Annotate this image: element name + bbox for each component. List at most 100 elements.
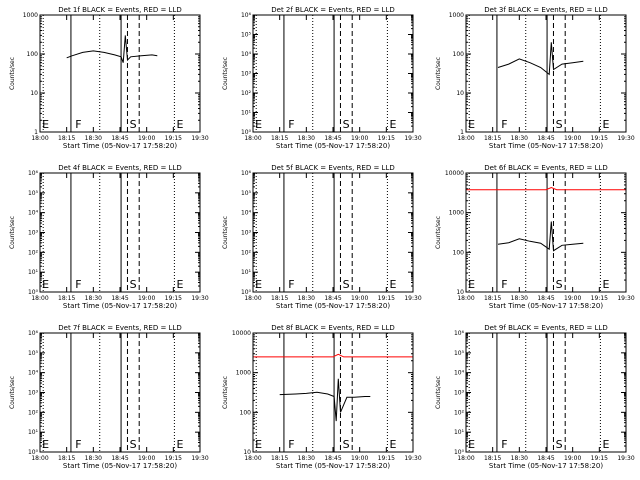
- y-tick-label: 100: [453, 249, 465, 256]
- x-tick-label: 19:00: [351, 295, 368, 302]
- panel-title: Det 4f BLACK = Events, RED = LLD: [58, 164, 181, 172]
- x-axis-label: Start Time (05-Nov-17 17:58:20): [63, 462, 177, 470]
- x-tick-label: 18:30: [85, 135, 102, 142]
- x-tick-label: 18:45: [111, 135, 128, 142]
- phase-mark: E: [390, 278, 397, 291]
- phase-mark: S: [343, 438, 350, 451]
- panel-title: Det 1f BLACK = Events, RED = LLD: [58, 6, 181, 14]
- x-tick-label: 18:00: [31, 455, 48, 462]
- phase-mark: S: [556, 118, 563, 131]
- y-axis-label: Counts/sec: [435, 57, 442, 90]
- x-tick-label: 19:15: [591, 455, 608, 462]
- phase-mark: S: [130, 118, 137, 131]
- y-tick-label: 10⁶: [241, 170, 252, 177]
- phase-mark: E: [42, 278, 49, 291]
- y-tick-label: 10²: [28, 249, 39, 256]
- y-tick-label: 10⁶: [28, 330, 39, 337]
- y-tick-label: 10⁴: [454, 370, 465, 377]
- y-tick-label: 10³: [241, 71, 252, 78]
- y-tick-label: 10⁵: [28, 350, 39, 357]
- y-tick-label: 10¹: [28, 269, 39, 276]
- y-tick-label: 10⁰: [241, 289, 252, 296]
- x-tick-label: 18:30: [298, 295, 315, 302]
- phase-mark: E: [255, 438, 262, 451]
- x-tick-label: 18:30: [85, 295, 102, 302]
- x-axis-label: Start Time (05-Nov-17 17:58:20): [63, 142, 177, 150]
- phase-mark: F: [288, 438, 294, 451]
- plot-frame: [252, 172, 414, 293]
- x-tick-label: 18:30: [298, 135, 315, 142]
- x-tick-label: 18:45: [537, 135, 554, 142]
- plot-frame: [252, 14, 414, 133]
- phase-mark: S: [556, 278, 563, 291]
- phase-mark: F: [75, 118, 81, 131]
- y-tick-label: 10²: [28, 409, 39, 416]
- x-tick-label: 18:00: [457, 135, 474, 142]
- phase-mark: S: [556, 438, 563, 451]
- y-axis-label: Counts/sec: [9, 216, 16, 249]
- y-tick-label: 10⁰: [28, 289, 39, 296]
- y-tick-label: 10⁶: [28, 170, 39, 177]
- x-tick-label: 18:15: [484, 135, 501, 142]
- x-tick-label: 18:45: [324, 455, 341, 462]
- phase-mark: E: [42, 118, 49, 131]
- plot-frame: [39, 172, 201, 293]
- panel-6: Det 6f BLACK = Events, RED = LLD E F S E 10 10…: [435, 164, 635, 310]
- x-tick-label: 19:30: [191, 455, 208, 462]
- x-tick-label: 19:15: [165, 455, 182, 462]
- y-tick-label: 10¹: [241, 269, 252, 276]
- y-tick-label: 10⁴: [241, 210, 252, 217]
- x-tick-label: 18:00: [31, 135, 48, 142]
- x-tick-label: 18:30: [511, 455, 528, 462]
- plot-frame: [465, 14, 627, 133]
- phase-mark: S: [343, 278, 350, 291]
- plot-frame: [465, 172, 627, 293]
- y-tick-label: 100: [453, 51, 465, 58]
- panel-title: Det 7f BLACK = Events, RED = LLD: [58, 324, 181, 332]
- x-axis-label: Start Time (05-Nov-17 17:58:20): [489, 302, 603, 310]
- x-axis-label: Start Time (05-Nov-17 17:58:20): [276, 462, 390, 470]
- y-tick-label: 1000: [23, 12, 38, 19]
- phase-mark: E: [177, 118, 184, 131]
- series-line: [466, 186, 626, 191]
- phase-mark: F: [501, 278, 507, 291]
- x-tick-label: 19:30: [617, 295, 634, 302]
- phase-mark: E: [177, 278, 184, 291]
- x-tick-label: 18:00: [31, 295, 48, 302]
- phase-mark: E: [255, 118, 262, 131]
- y-tick-label: 10³: [454, 390, 465, 397]
- series-line: [497, 42, 584, 76]
- phase-mark: E: [603, 118, 610, 131]
- plot-frame: [465, 332, 627, 453]
- y-tick-label: 1000: [449, 12, 464, 19]
- y-tick-label: 10⁴: [28, 210, 39, 217]
- y-axis-label: Counts/sec: [222, 376, 229, 409]
- x-tick-label: 19:00: [564, 135, 581, 142]
- y-axis-label: Counts/sec: [435, 376, 442, 409]
- x-tick-label: 19:15: [591, 135, 608, 142]
- x-tick-label: 18:45: [324, 295, 341, 302]
- y-tick-label: 10⁶: [454, 330, 465, 337]
- y-tick-label: 10⁰: [28, 449, 39, 456]
- x-tick-label: 19:30: [617, 455, 634, 462]
- x-axis-label: Start Time (05-Nov-17 17:58:20): [489, 142, 603, 150]
- panel-8: Det 8f BLACK = Events, RED = LLD E F S E 10 10…: [222, 324, 422, 470]
- series-line: [66, 35, 158, 63]
- x-tick-label: 19:15: [165, 295, 182, 302]
- series-line: [497, 221, 584, 252]
- y-tick-label: 10²: [241, 90, 252, 97]
- x-tick-label: 19:30: [404, 135, 421, 142]
- panel-title: Det 5f BLACK = Events, RED = LLD: [271, 164, 394, 172]
- y-tick-label: 10³: [28, 390, 39, 397]
- y-tick-label: 10⁵: [241, 32, 252, 39]
- x-tick-label: 18:00: [457, 295, 474, 302]
- y-tick-label: 10¹: [28, 429, 39, 436]
- x-axis-label: Start Time (05-Nov-17 17:58:20): [276, 142, 390, 150]
- y-tick-label: 10000: [232, 330, 251, 337]
- x-tick-label: 18:15: [271, 135, 288, 142]
- panel-title: Det 8f BLACK = Events, RED = LLD: [271, 324, 394, 332]
- x-tick-label: 18:45: [111, 455, 128, 462]
